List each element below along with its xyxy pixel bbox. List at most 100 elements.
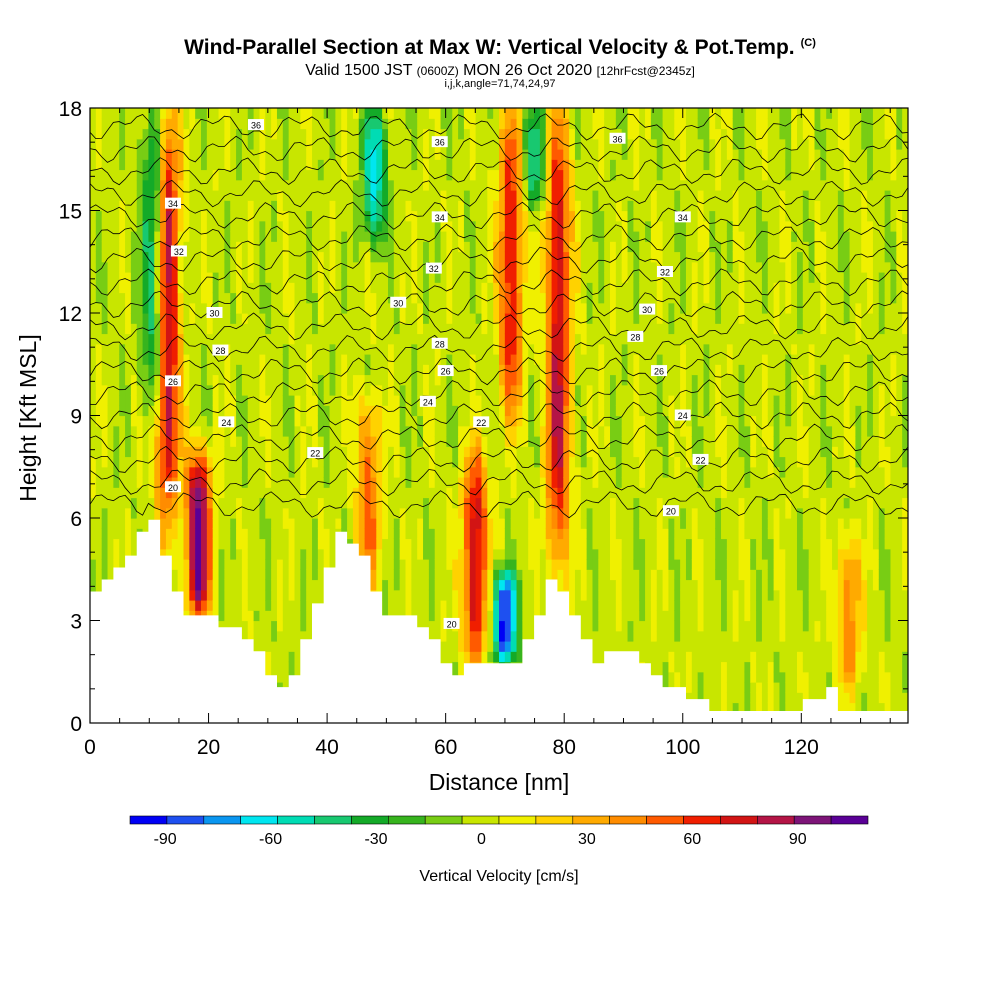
w-cell [300, 261, 307, 273]
w-cell [475, 569, 483, 581]
w-cell [236, 589, 243, 601]
w-cell [107, 282, 114, 294]
w-cell [201, 272, 208, 283]
w-cell [294, 600, 301, 611]
w-cell [499, 487, 506, 499]
w-cell [387, 456, 395, 468]
w-cell [487, 323, 494, 335]
w-cell [271, 292, 278, 304]
w-cell [487, 630, 494, 642]
w-cell [148, 497, 155, 509]
w-cell [434, 497, 442, 509]
w-cell [469, 149, 477, 160]
w-cell [557, 210, 564, 222]
w-cell [119, 374, 126, 386]
w-cell [183, 538, 190, 550]
w-cell [288, 538, 296, 550]
w-cell [557, 579, 564, 591]
w-cell [569, 538, 576, 550]
w-cell [428, 528, 436, 540]
w-cell [177, 384, 185, 396]
w-cell [224, 384, 231, 396]
w-cell [352, 364, 360, 376]
w-cell [434, 579, 442, 591]
w-cell [247, 630, 255, 642]
w-cell [481, 159, 488, 171]
w-cell [119, 507, 126, 519]
w-cell [282, 415, 290, 427]
w-cell [493, 630, 500, 642]
w-cell [475, 323, 483, 335]
w-cell [423, 313, 430, 324]
w-cell [317, 497, 325, 509]
w-cell [101, 292, 109, 304]
w-cell [563, 149, 570, 160]
w-cell [148, 179, 155, 191]
w-cell [551, 538, 559, 550]
w-cell [90, 292, 97, 304]
w-cell [323, 241, 331, 253]
w-cell [119, 118, 126, 130]
w-cell [528, 630, 535, 642]
w-cell [276, 528, 284, 540]
w-cell [95, 569, 103, 581]
w-cell [423, 610, 430, 622]
w-cell [463, 323, 471, 335]
w-cell [411, 364, 418, 376]
w-cell [142, 446, 150, 458]
w-cell [224, 589, 231, 601]
w-cell [399, 118, 407, 130]
w-cell [516, 579, 523, 591]
w-cell [545, 446, 553, 458]
w-cell [499, 364, 506, 376]
w-cell [499, 200, 506, 212]
w-cell [113, 528, 120, 540]
w-cell [90, 128, 97, 140]
w-cell [300, 169, 307, 181]
w-cell [347, 159, 354, 171]
w-cell [323, 518, 331, 529]
w-cell [195, 436, 202, 447]
w-cell [107, 108, 114, 119]
w-cell [382, 528, 389, 540]
w-cell [171, 343, 179, 355]
w-cell [522, 507, 529, 519]
w-cell [370, 261, 377, 273]
w-cell [487, 159, 494, 171]
w-cell [177, 149, 185, 160]
w-cell [382, 384, 389, 396]
w-cell [370, 569, 377, 581]
w-cell [569, 487, 576, 499]
w-cell [113, 477, 120, 488]
w-cell [557, 149, 564, 160]
w-cell [417, 313, 424, 324]
w-cell [510, 210, 518, 222]
w-cell [300, 200, 307, 212]
w-cell [510, 600, 518, 611]
w-cell [481, 630, 488, 642]
w-cell [528, 436, 535, 447]
w-cell [475, 559, 483, 570]
w-cell [206, 589, 214, 601]
w-cell [253, 548, 261, 560]
w-cell [405, 108, 412, 119]
w-cell [323, 179, 331, 191]
w-cell [241, 149, 249, 160]
w-cell [177, 548, 185, 560]
w-cell [382, 282, 389, 294]
w-cell [528, 610, 535, 622]
w-cell [317, 569, 325, 581]
w-cell [440, 343, 448, 355]
w-cell [528, 108, 535, 119]
w-cell [528, 456, 535, 468]
w-cell [136, 354, 144, 365]
w-cell [475, 600, 483, 611]
w-cell [452, 374, 459, 386]
w-cell [317, 384, 325, 396]
w-cell [95, 497, 103, 509]
w-cell [423, 210, 430, 222]
w-cell [382, 108, 389, 119]
w-cell [382, 477, 389, 488]
w-cell [130, 405, 138, 417]
w-cell [417, 200, 424, 212]
